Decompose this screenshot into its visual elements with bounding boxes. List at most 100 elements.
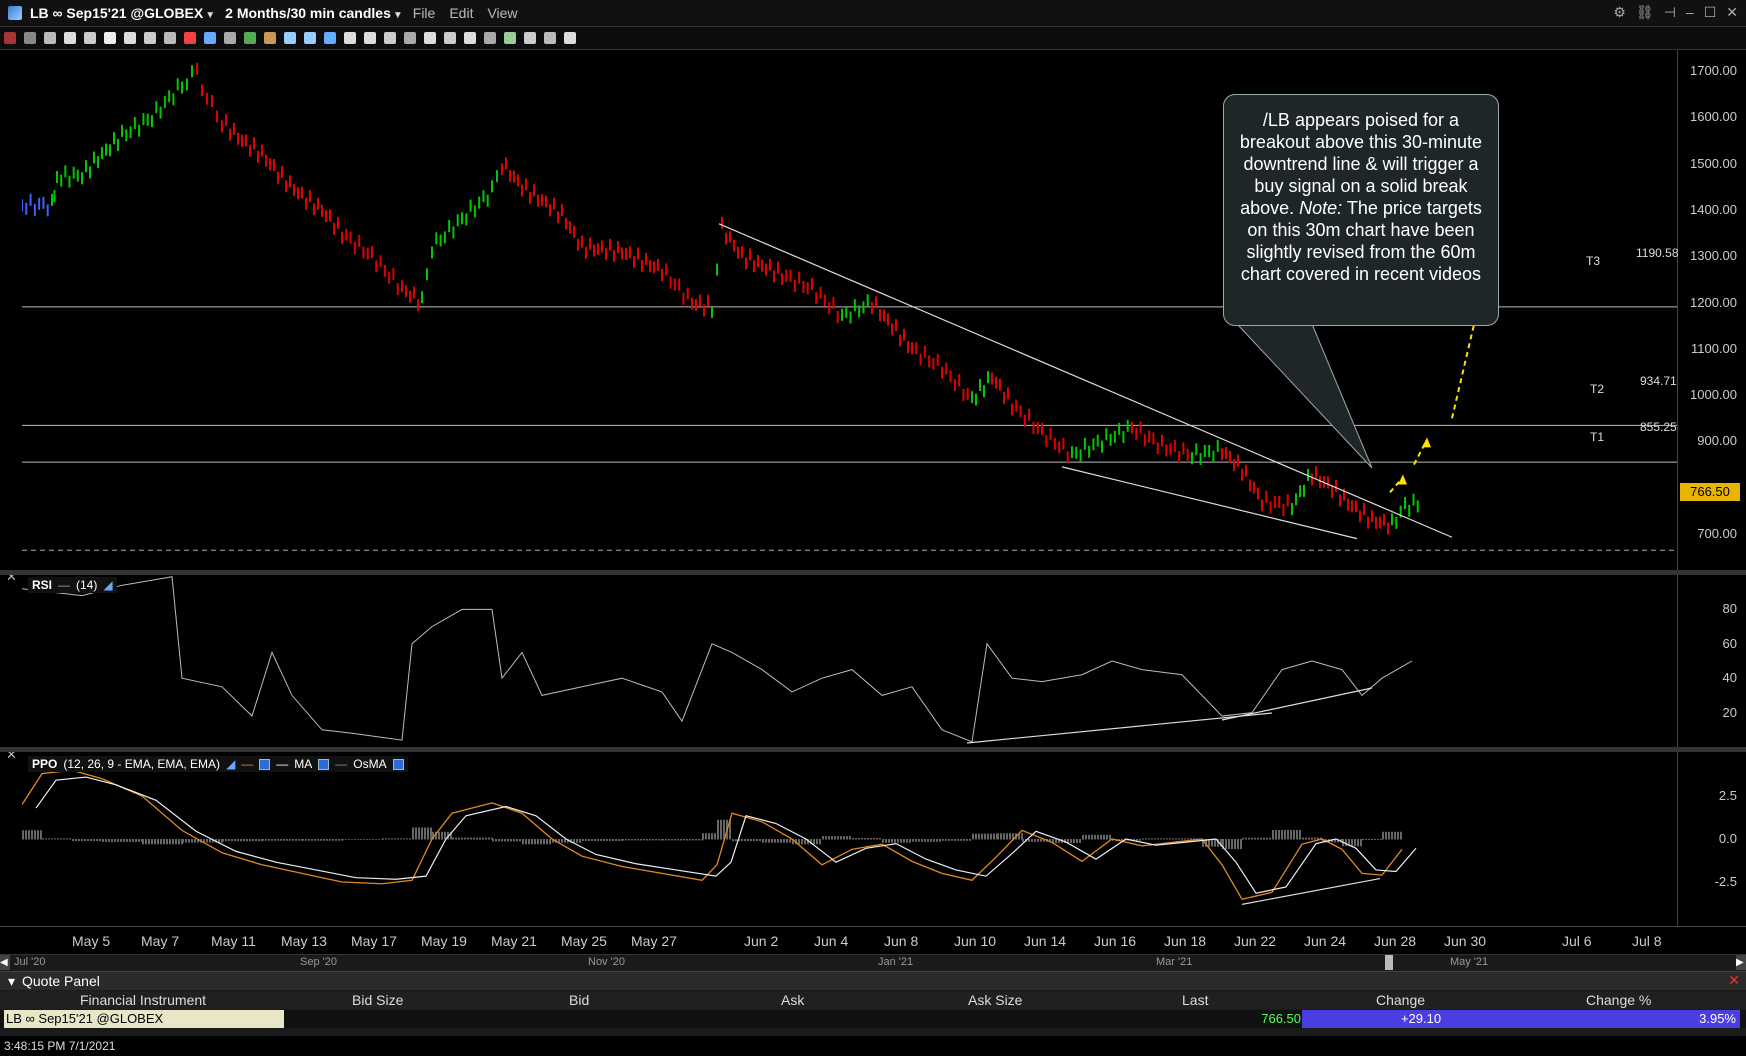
scroll-handle[interactable] [1385,955,1393,970]
price-tick-label: 1200.00 [1690,294,1737,310]
timeframe-selector[interactable]: 2 Months/30 min candles ▼ [225,5,403,21]
close-icon[interactable]: ✕ [1726,4,1738,20]
osma-bar [774,839,776,843]
toolbar-tool-icon[interactable] [84,32,96,44]
col-ask[interactable]: Ask [781,992,805,1008]
osma-bar [1193,838,1195,840]
osma-bar [813,839,815,845]
toolbar-tool-icon[interactable] [424,32,436,44]
minimize-icon[interactable]: – [1685,4,1694,20]
osma-bar [1040,839,1042,842]
toolbar-tool-icon[interactable] [264,32,276,44]
osma-bar [372,839,374,840]
toolbar-tool-icon[interactable] [244,32,256,44]
osma-bar [909,839,911,843]
menu-file[interactable]: File [412,5,436,21]
close-icon[interactable]: ✕ [1728,972,1740,988]
gear-icon[interactable]: ⚙ [1613,4,1626,20]
osma-bar [1178,838,1180,840]
osma-bar [1211,839,1213,847]
osma-bar [677,839,679,841]
osma-bar [576,839,578,843]
toolbar-tool-icon[interactable] [504,32,516,44]
osma-bar [540,839,542,845]
osma-bar [939,839,941,842]
toolbar-tool-icon[interactable] [404,32,416,44]
rsi-chart[interactable] [21,575,1677,747]
close-rsi-icon[interactable]: ✕ [6,569,17,584]
osma-bar [415,827,417,840]
ma-checkbox[interactable] [318,758,330,770]
col-instrument[interactable]: Financial Instrument [80,992,207,1008]
osma-bar [891,839,893,843]
toolbar-tool-icon[interactable] [284,32,296,44]
osma-bar [622,839,624,841]
rsi-legend[interactable]: RSI — (14) ◢ [28,577,117,593]
toolbar-tool-icon[interactable] [64,32,76,44]
quote-panel-header[interactable]: ▾ Quote Panel ✕ [0,972,1746,990]
link-icon[interactable]: ⛓ [1635,4,1654,20]
toolbar-tool-icon[interactable] [104,32,116,44]
toolbar-tool-icon[interactable] [564,32,576,44]
osma-bar [948,839,950,841]
toolbar-tool-icon[interactable] [4,32,16,44]
toolbar-tool-icon[interactable] [384,32,396,44]
toolbar-tool-icon[interactable] [144,32,156,44]
toolbar-tool-icon[interactable] [444,32,456,44]
col-change-pct[interactable]: Change % [1586,992,1652,1008]
price-chart[interactable] [21,50,1677,570]
settings-icon[interactable]: ◢ [103,578,113,592]
menu-edit[interactable]: Edit [449,5,474,21]
toolbar-tool-icon[interactable] [24,32,36,44]
osma-bar [981,833,983,840]
toolbar-tool-icon[interactable] [524,32,536,44]
toolbar-tool-icon[interactable] [44,32,56,44]
osma-bar [154,839,156,845]
toolbar-tool-icon[interactable] [364,32,376,44]
time-axis[interactable]: May 5 May 7 May 11 May 13 May 17 May 19 May 21… [0,926,1746,955]
ppo-legend[interactable]: PPO (12, 26, 9 - EMA, EMA, EMA) ◢ — — MA — O… [28,756,408,772]
col-last[interactable]: Last [1182,992,1209,1008]
toolbar-tool-icon[interactable] [464,32,476,44]
maximize-icon[interactable]: ☐ [1703,4,1717,20]
time-scrollbar[interactable]: ◀ ▶ Jul '20 Sep '20 Nov '20 Jan '21 Mar '21 M… [0,954,1746,971]
quote-row[interactable]: LB ∞ Sep15'21 @GLOBEX 766.50 +29.10 3.95… [0,1010,1746,1028]
osma-bar [369,839,371,840]
close-ppo-icon[interactable]: ✕ [6,747,17,762]
settings-icon[interactable]: ◢ [226,757,236,771]
toolbar-tool-icon[interactable] [224,32,236,44]
scroll-right-icon[interactable]: ▶ [1736,955,1746,970]
pin-icon[interactable]: ⊣ [1663,4,1676,20]
rsi-pane[interactable] [21,575,1677,747]
osma-bar [705,833,707,840]
toolbar-tool-icon[interactable] [184,32,196,44]
col-ask-size[interactable]: Ask Size [968,992,1023,1008]
col-bid[interactable]: Bid [569,992,590,1008]
toolbar-tool-icon[interactable] [324,32,336,44]
pane-separator[interactable] [0,747,1746,752]
toolbar-tool-icon[interactable] [484,32,496,44]
osma-bar [351,839,353,840]
scroll-left-icon[interactable]: ◀ [0,955,10,970]
scroll-tick-label: Jan '21 [878,956,914,968]
osma-checkbox[interactable] [392,758,404,770]
ppo-checkbox[interactable] [259,758,271,770]
menu-view[interactable]: View [487,5,518,21]
toolbar-tool-icon[interactable] [124,32,136,44]
toolbar-tool-icon[interactable] [204,32,216,44]
osma-bar [274,839,276,841]
toolbar-tool-icon[interactable] [544,32,556,44]
toolbar-tool-icon[interactable] [164,32,176,44]
collapse-icon[interactable]: ▾ [8,973,16,989]
ppo-pane[interactable] [21,752,1677,926]
pane-separator[interactable] [0,570,1746,575]
ppo-chart[interactable] [21,752,1677,926]
toolbar-tool-icon[interactable] [344,32,356,44]
col-change[interactable]: Change [1376,992,1426,1008]
symbol-selector[interactable]: LB ∞ Sep15'21 @GLOBEX ▼ [30,5,216,21]
osma-bar [1034,839,1036,842]
osma-bar [212,839,214,843]
toolbar-tool-icon[interactable] [304,32,316,44]
osma-bar [249,839,251,842]
col-bid-size[interactable]: Bid Size [352,992,404,1008]
